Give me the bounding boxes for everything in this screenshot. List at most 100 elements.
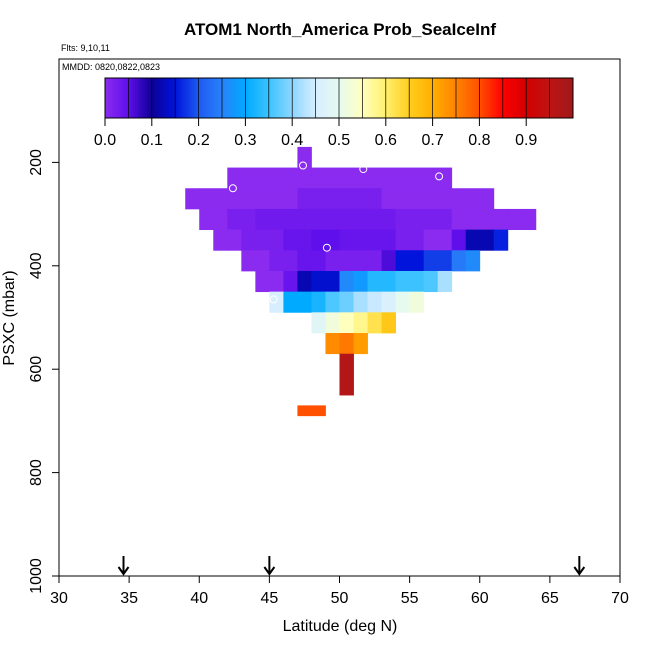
colorbar-segment [240, 78, 244, 118]
heatmap-cell [269, 229, 284, 241]
x-tick-label: 45 [260, 590, 278, 607]
colorbar-segment [217, 78, 221, 118]
heatmap-cell [465, 250, 481, 262]
heatmap-cell [269, 260, 284, 272]
colorbar-segment [570, 78, 574, 118]
heatmap-cell [199, 219, 214, 231]
colorbar-segment [107, 78, 111, 118]
heatmap-cell [311, 291, 326, 303]
colorbar-segment [378, 78, 382, 118]
colorbar-segment [523, 78, 527, 118]
y-tick-label: 1000 [28, 558, 45, 594]
colorbar-segment [322, 78, 326, 118]
heatmap-cell [423, 281, 439, 293]
colorbar-segment [196, 78, 200, 118]
colorbar-segment [563, 78, 567, 118]
colorbar-segment [549, 78, 553, 118]
colorbar-segment [551, 78, 555, 118]
colorbar-segment [313, 78, 317, 118]
colorbar-segment [364, 78, 368, 118]
colorbar-segment [556, 78, 560, 118]
heatmap-cell [325, 333, 340, 344]
colorbar-segment [189, 78, 193, 118]
heatmap-cell [353, 177, 368, 189]
colorbar-segment [486, 78, 490, 118]
colorbar-segment [212, 78, 216, 118]
colorbar-segment [406, 78, 410, 118]
heatmap-cell [311, 177, 326, 189]
heatmap-cell [339, 281, 354, 293]
heatmap-cell [353, 188, 368, 199]
colorbar-segment [109, 78, 113, 118]
colorbar-segment [114, 78, 118, 118]
x-tick-label: 55 [401, 590, 419, 607]
colorbar-segment [521, 78, 525, 118]
colorbar-segment [399, 78, 403, 118]
colorbar-segment [561, 78, 565, 118]
heatmap-cell [451, 188, 467, 199]
x-tick-label: 50 [331, 590, 349, 607]
heatmap-cell [227, 188, 242, 199]
heatmap-cell [353, 239, 368, 251]
colorbar-segment [369, 78, 373, 118]
heatmap-cell [227, 177, 242, 189]
heatmap-cell [241, 229, 256, 241]
heatmap-cell [325, 188, 340, 199]
colorbar-segment [231, 78, 235, 118]
colorbar-segment [376, 78, 380, 118]
heatmap-cell [451, 208, 467, 220]
heatmap-cell [311, 239, 326, 251]
heatmap-cell [339, 239, 354, 251]
heatmap-cell [451, 250, 467, 262]
heatmap-cell [283, 291, 298, 303]
heatmap-cell [353, 312, 368, 324]
heatmap-cell [199, 198, 214, 210]
colorbar-segment [156, 78, 160, 118]
heatmap-cell [297, 405, 312, 417]
x-axis-label: Latitude (deg N) [283, 618, 398, 635]
colorbar-segment [509, 78, 513, 118]
heatmap-cell [353, 333, 368, 344]
colorbar-segment [177, 78, 181, 118]
colorbar-segment [317, 78, 321, 118]
heatmap-cell [367, 239, 382, 251]
heatmap-cell [339, 208, 354, 220]
colorbar-segment [233, 78, 237, 118]
heatmap-cell [451, 229, 467, 241]
heatmap-cell [339, 384, 354, 396]
colorbar-segment [200, 78, 204, 118]
colorbar-segment [133, 78, 136, 118]
heatmap-cell [437, 229, 453, 241]
heatmap-cell [297, 167, 312, 179]
heatmap-cell [325, 343, 340, 355]
colorbar-segment [285, 78, 289, 118]
heatmap-cell [423, 270, 439, 282]
colorbar-segment [259, 78, 263, 118]
heatmap-cell [395, 208, 411, 220]
heatmap-cell [367, 291, 382, 303]
heatmap-cell [367, 301, 382, 313]
heatmap-cell [395, 219, 411, 231]
heatmap-cell [409, 270, 425, 282]
dates-label: MMDD: 0820,0822,0823 [62, 62, 160, 72]
colorbar-segment [198, 78, 202, 118]
heatmap-cell [297, 177, 312, 189]
heatmap-cell [297, 219, 312, 231]
colorbar-segment [416, 78, 420, 118]
colorbar-segment [554, 78, 558, 118]
colorbar-segment [537, 78, 541, 118]
colorbar-segment [458, 78, 462, 118]
heatmap-cell [325, 312, 340, 324]
heatmap-cell [339, 301, 354, 313]
heatmap-cell [311, 198, 326, 210]
colorbar-segment [191, 78, 195, 118]
heatmap-cell [255, 250, 270, 262]
heatmap-cell [381, 229, 396, 241]
colorbar-segment [193, 78, 197, 118]
heatmap-cell [381, 177, 396, 189]
heatmap-cell [311, 167, 326, 179]
colorbar-segment [353, 78, 356, 118]
heatmap-cell [283, 260, 298, 272]
colorbar-segment [404, 78, 408, 118]
colorbar-segment [491, 78, 494, 118]
